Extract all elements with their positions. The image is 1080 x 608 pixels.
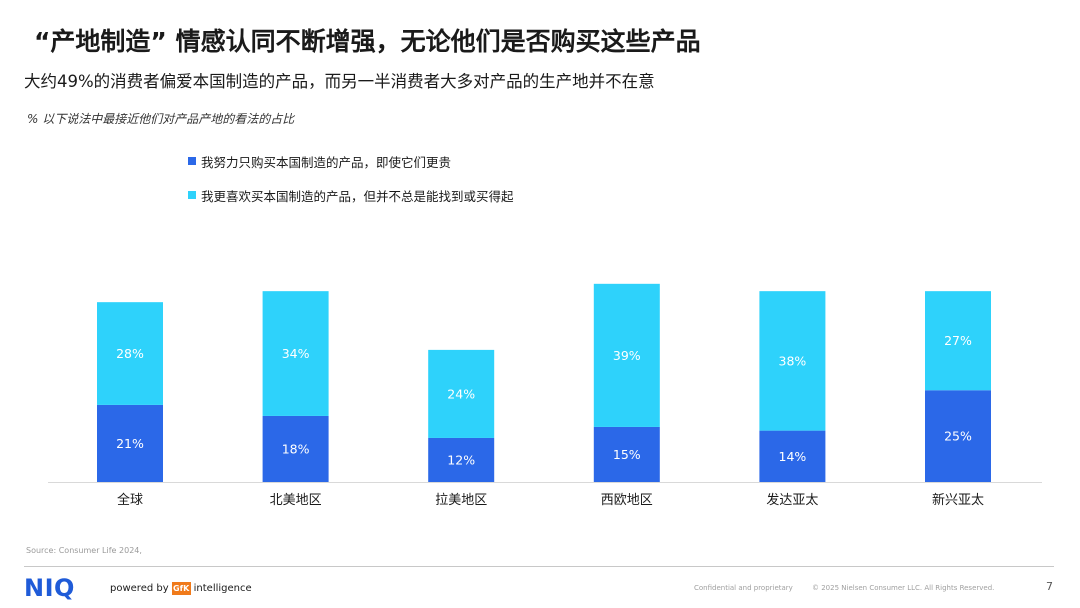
source-note: Source: Consumer Life 2024, (26, 546, 142, 555)
data-label-series-2-3: 39% (613, 348, 641, 363)
copyright-note: © 2025 Nielsen Consumer LLC. All Rights … (812, 584, 995, 592)
powered-by-gfk: powered by GfK intelligence (110, 582, 252, 595)
legend-swatch-series-1 (188, 157, 196, 165)
bar-series-1-5 (925, 390, 991, 482)
category-label-2: 拉美地区 (435, 493, 487, 508)
data-label-series-1-1: 18% (282, 441, 310, 456)
bar-series-1-3 (593, 426, 660, 482)
stacked-bar-chart: 21% 28% 全球 18% 34% 北美地区 12% 24% 拉美地区 15% 39% 西欧地区 14… (48, 283, 1042, 508)
data-label-series-2-1: 34% (282, 346, 310, 361)
bar-series-1-1 (262, 415, 329, 482)
gfk-logo: GfK (171, 582, 191, 595)
bar-series-2-0 (97, 302, 163, 405)
bar-series-1-4 (759, 430, 826, 482)
bar-series-2-5 (925, 291, 991, 391)
bar-series-2-3 (593, 283, 660, 427)
niq-logo: NIQ (24, 574, 75, 602)
category-label-5: 新兴亚太 (932, 492, 984, 508)
confidential-note: Confidential and proprietary (694, 584, 793, 592)
chart-legend: 我努力只购买本国制造的产品，即使它们更贵 我更喜欢买本国制造的产品，但并不总是能… (188, 152, 514, 220)
category-label-0: 全球 (117, 492, 143, 508)
data-label-series-1-4: 14% (779, 449, 807, 464)
data-label-series-1-0: 21% (116, 436, 144, 451)
legend-item-series-1: 我努力只购买本国制造的产品，即使它们更贵 (188, 152, 514, 170)
data-label-series-1-2: 12% (447, 452, 475, 467)
category-label-4: 发达亚太 (766, 492, 818, 508)
bar-series-2-2 (428, 349, 495, 438)
legend-label-series-2: 我更喜欢买本国制造的产品，但并不总是能找到或买得起 (201, 188, 514, 204)
bar-series-1-2 (428, 437, 495, 482)
data-label-series-2-5: 27% (944, 333, 972, 348)
category-label-3: 西欧地区 (601, 493, 653, 508)
legend-swatch-series-2 (188, 191, 196, 199)
bar-series-2-1 (262, 291, 329, 416)
page-title: “产地制造” 情感认同不断增强，无论他们是否购买这些产品 (34, 27, 701, 56)
data-label-series-2-4: 38% (779, 353, 807, 368)
page-subtitle: 大约49%的消费者偏爱本国制造的产品，而另一半消费者大多对产品的生产地并不在意 (24, 72, 655, 91)
data-label-series-1-5: 25% (944, 429, 972, 444)
chart-note: % 以下说法中最接近他们对产品产地的看法的占比 (27, 112, 295, 126)
category-label-1: 北美地区 (270, 493, 322, 508)
data-label-series-2-0: 28% (116, 346, 144, 361)
footer-divider (24, 566, 1054, 567)
powered-by-text: powered by (110, 583, 169, 594)
legend-item-series-2: 我更喜欢买本国制造的产品，但并不总是能找到或买得起 (188, 186, 514, 204)
data-label-series-2-2: 24% (447, 386, 475, 401)
data-label-series-1-3: 15% (613, 447, 641, 462)
bar-series-1-0 (97, 404, 163, 482)
intelligence-text: intelligence (193, 583, 252, 594)
legend-label-series-1: 我努力只购买本国制造的产品，即使它们更贵 (201, 154, 452, 170)
bar-series-2-4 (759, 291, 826, 431)
page-number: 7 (1046, 580, 1053, 593)
